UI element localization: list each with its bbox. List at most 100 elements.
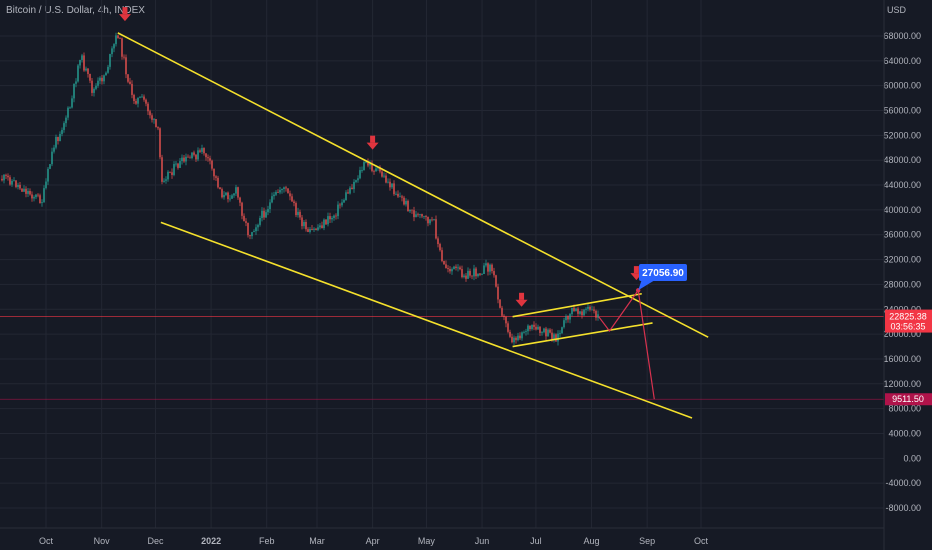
y-tick-label: 52000.00 [883,130,921,140]
candle-body [245,221,247,223]
y-tick-label: 16000.00 [883,354,921,364]
price-axis[interactable]: 68000.00 64000.00 60000.00 56000.00 52000.00… [883,0,921,550]
candle-body [581,311,583,316]
candle-body [185,156,187,162]
candle-body [171,172,173,175]
candle-body [233,193,235,196]
target-price-label: 27056.90 [642,268,684,279]
candle-body [549,329,551,333]
trendline [512,322,653,348]
candle-body [203,148,205,154]
candle-body [313,228,315,230]
target-callout [639,264,687,281]
candle-body [239,197,241,203]
candle-body [389,181,391,188]
candle-body [349,187,351,194]
candle-body [517,335,519,341]
candle-body [1,178,3,181]
candle-body [407,200,409,212]
grid [0,0,884,528]
candle-body [167,171,169,180]
candle-body [155,119,157,128]
candle-body [501,307,503,316]
x-tick-label: Jun [475,536,490,546]
candle-body [181,157,183,162]
candle-body [379,167,381,172]
candle-body [81,55,83,60]
candle-body [253,231,255,233]
y-tick-label: 68000.00 [883,31,921,41]
candle-body [375,168,377,172]
candle-body [493,271,495,276]
candle-body [13,180,15,182]
candle-body [483,265,485,275]
candle-body [19,184,21,189]
candle-body [373,170,375,172]
candle-body [525,331,527,332]
candle-body [469,270,471,276]
candle-body [39,195,41,204]
trendline [117,32,709,338]
candle-body [559,333,561,334]
candle-body [387,181,389,183]
candle-body [121,38,123,57]
candle-body [89,73,91,81]
candle-body [365,161,367,163]
candle-body [305,221,307,230]
trendlines[interactable] [117,32,709,419]
candle-body [499,299,501,308]
candle-body [207,157,209,159]
time-axis[interactable]: Oct Nov Dec 2022 Feb Mar Apr May Jun Jul Aug Sep Oct [0,527,884,546]
x-tick-label: Sep [639,536,655,546]
candle-body [315,228,317,230]
candle-body [341,202,343,206]
candle-body [163,180,165,182]
candle-body [97,80,99,86]
down-arrow-icon [515,299,528,307]
candle-body [71,98,73,108]
y-tick-label: 24000.00 [883,304,921,314]
candle-body [11,180,13,185]
candle-body [481,274,483,275]
candle-body [47,168,49,182]
candle-body [201,148,203,152]
candle-body [27,191,29,194]
candle-body [345,192,347,201]
candle-body [129,81,131,84]
candle-body [205,153,207,158]
candle-body [541,332,543,333]
candle-body [597,314,599,318]
candle-body [149,111,151,116]
candle-body [321,225,323,229]
candle-body [15,180,17,187]
candle-body [421,214,423,217]
candle-body [271,196,273,203]
y-tick-label: 28000.00 [883,279,921,289]
candle-body [385,175,387,183]
y-tick-label: 0.00 [903,453,921,463]
candle-body [79,59,81,66]
chart-title: Bitcoin / U.S. Dollar, 4h, INDEX [6,5,145,16]
y-tick-label: 64000.00 [883,56,921,66]
candle-body [83,55,85,71]
candle-body [77,65,79,82]
y-tick-label: 12000.00 [883,379,921,389]
x-tick-label: Oct [694,536,709,546]
current-price-tag [885,309,932,333]
candle-body [191,152,193,159]
candle-body [343,200,345,203]
candle-body [113,44,115,49]
candle-body [133,94,135,102]
candle-body [215,176,217,178]
y-tick-label: -4000.00 [885,478,921,488]
candle-body [593,309,595,311]
candle-body [335,215,337,217]
candle-body [165,179,167,181]
candle-body [505,316,507,324]
candle-body [351,187,353,190]
candle-body [585,308,587,310]
candle-body [177,163,179,168]
candle-body [317,227,319,230]
candle-body [547,329,549,337]
